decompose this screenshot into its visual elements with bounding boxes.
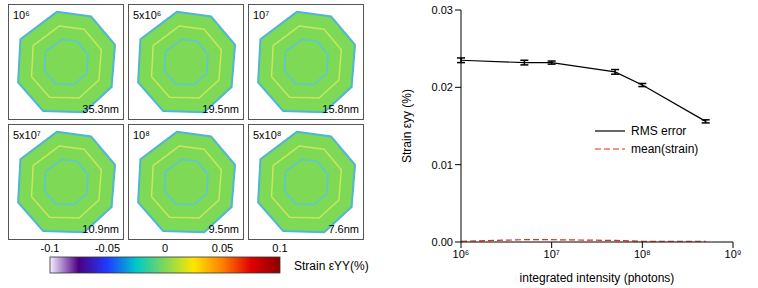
svg-text:0.01: 0.01 bbox=[432, 159, 453, 171]
svg-text:0.1: 0.1 bbox=[272, 242, 287, 254]
svg-text:10⁸: 10⁸ bbox=[133, 129, 150, 141]
svg-text:10⁶: 10⁶ bbox=[453, 248, 470, 260]
svg-text:0.05: 0.05 bbox=[212, 242, 233, 254]
svg-text:0.02: 0.02 bbox=[432, 81, 453, 93]
svg-text:5x10⁶: 5x10⁶ bbox=[133, 9, 161, 21]
svg-text:10⁷: 10⁷ bbox=[544, 248, 560, 260]
svg-text:15.8nm: 15.8nm bbox=[322, 103, 359, 115]
svg-text:-0.05: -0.05 bbox=[95, 242, 120, 254]
svg-text:10⁷: 10⁷ bbox=[253, 9, 269, 21]
svg-text:9.5nm: 9.5nm bbox=[208, 223, 239, 235]
svg-text:5x10⁷: 5x10⁷ bbox=[13, 129, 41, 141]
svg-text:19.5nm: 19.5nm bbox=[202, 103, 239, 115]
svg-text:Strain εYY(%): Strain εYY(%) bbox=[294, 259, 369, 273]
svg-text:10⁶: 10⁶ bbox=[13, 9, 30, 21]
svg-text:Strain εyy (%): Strain εyy (%) bbox=[400, 89, 414, 163]
svg-text:integrated intensity (photons): integrated intensity (photons) bbox=[520, 271, 675, 285]
svg-text:5x10⁸: 5x10⁸ bbox=[253, 129, 282, 141]
svg-text:7.6nm: 7.6nm bbox=[328, 223, 359, 235]
svg-text:0.03: 0.03 bbox=[432, 4, 453, 16]
svg-text:0.00: 0.00 bbox=[432, 236, 453, 248]
html-text:RMS error: RMS error bbox=[631, 124, 687, 138]
svg-text:-0.1: -0.1 bbox=[41, 242, 60, 254]
html-text:mean(strain): mean(strain) bbox=[631, 142, 699, 156]
svg-text:10.9nm: 10.9nm bbox=[82, 223, 119, 235]
svg-text:10⁸: 10⁸ bbox=[634, 248, 651, 260]
svg-text:35.3nm: 35.3nm bbox=[82, 103, 119, 115]
svg-text:10⁹: 10⁹ bbox=[725, 248, 742, 260]
svg-text:0: 0 bbox=[162, 242, 168, 254]
